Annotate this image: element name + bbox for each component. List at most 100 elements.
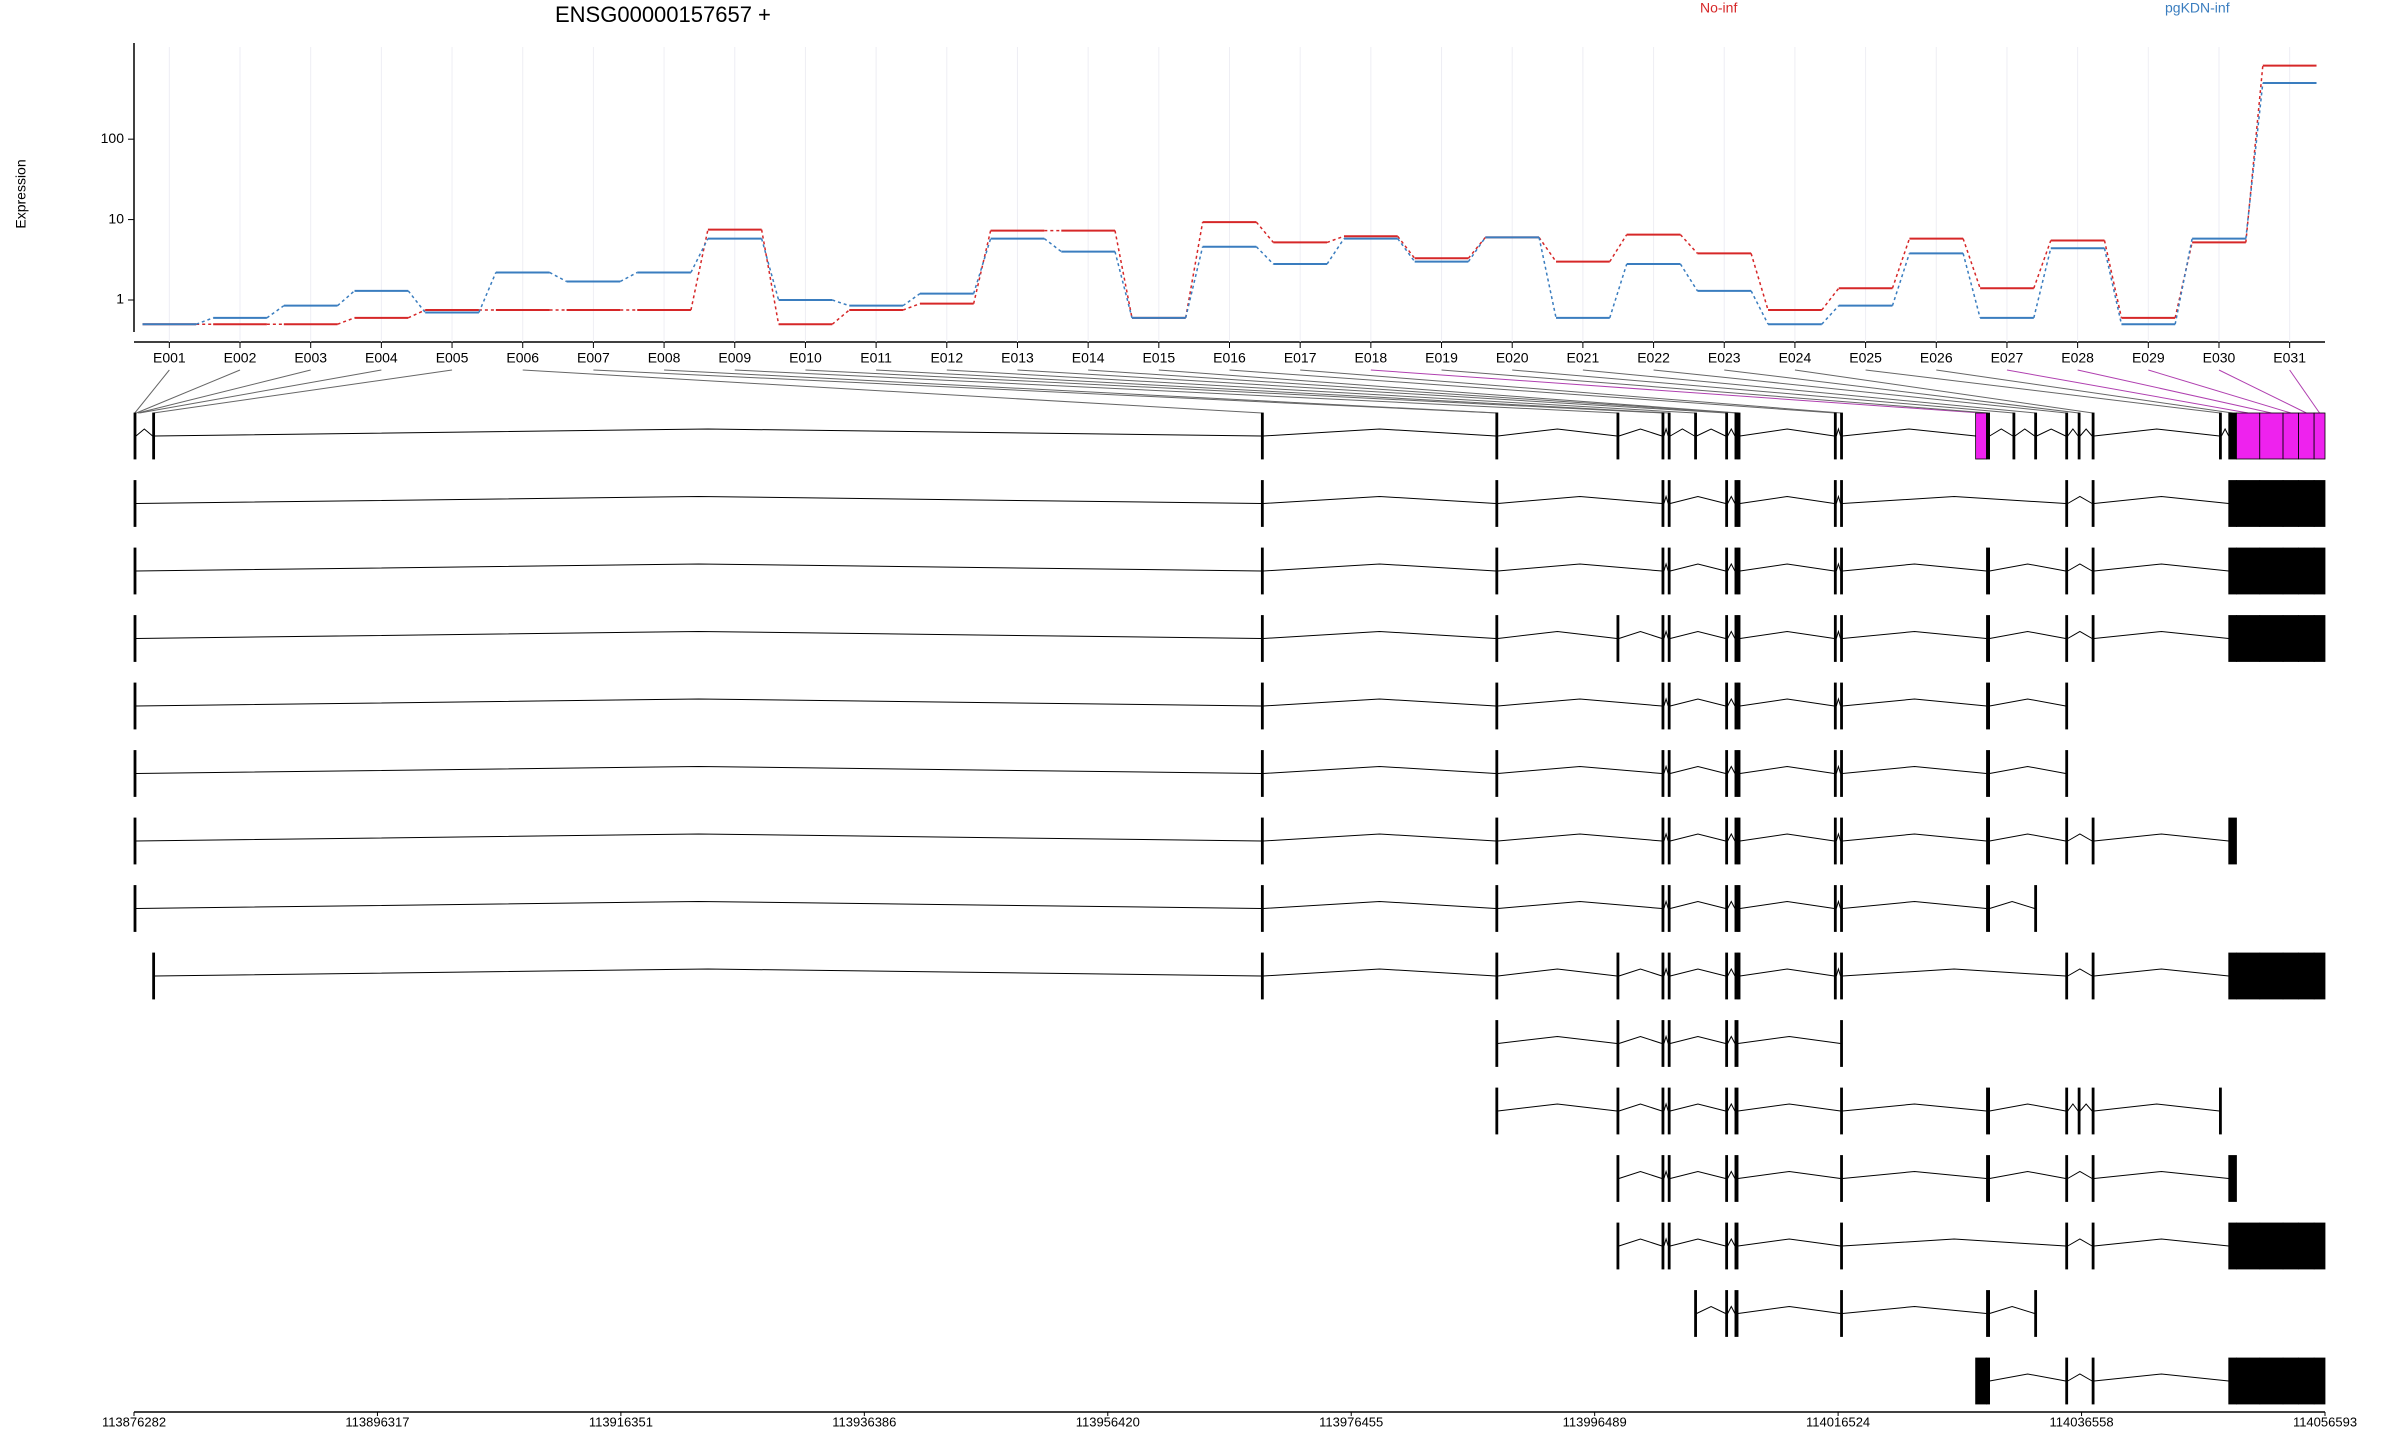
exon xyxy=(1694,412,1697,460)
exon xyxy=(1737,885,1741,932)
x-tick-label: E012 xyxy=(930,350,963,366)
exon xyxy=(1661,547,1665,595)
step-connector xyxy=(407,290,426,313)
exon xyxy=(2228,1155,2237,1202)
exon-connector xyxy=(1794,369,2093,414)
exon xyxy=(1260,412,1264,460)
exon xyxy=(1495,817,1499,865)
intron xyxy=(1670,698,1726,707)
intron xyxy=(1670,495,1726,504)
exon xyxy=(2228,1222,2237,1270)
exon xyxy=(1661,682,1665,730)
intron xyxy=(1263,765,1496,774)
intron xyxy=(1989,1373,2066,1382)
intron xyxy=(1618,1238,1663,1247)
x-tick-label: E019 xyxy=(1425,350,1458,366)
intron xyxy=(1737,1035,1841,1044)
exon xyxy=(2091,480,2095,527)
intron xyxy=(135,765,1262,774)
intron xyxy=(1618,968,1663,977)
intron xyxy=(2067,630,2093,639)
exon xyxy=(133,817,137,865)
genomic-tick-label: 113876282 xyxy=(102,1414,166,1429)
exon-connector xyxy=(153,369,453,414)
exon xyxy=(1260,817,1264,865)
intron xyxy=(1739,765,1835,774)
exon xyxy=(1661,1222,1665,1270)
genomic-tick-label: 114036558 xyxy=(2049,1414,2113,1429)
exon xyxy=(133,750,137,797)
intron xyxy=(1263,563,1496,572)
exon xyxy=(2298,1357,2315,1405)
exon xyxy=(2219,412,2222,460)
intron xyxy=(1835,697,1842,707)
step-connector xyxy=(1467,236,1486,263)
exon xyxy=(2236,480,2261,527)
step-connector xyxy=(690,238,709,273)
intron xyxy=(1989,833,2066,842)
intron xyxy=(1663,1102,1669,1112)
exon-connector xyxy=(593,369,1497,414)
exon xyxy=(2065,1357,2069,1405)
exon xyxy=(1661,1155,1665,1202)
exon xyxy=(1986,1155,1991,1202)
intron xyxy=(1663,899,1669,909)
intron xyxy=(135,495,1262,504)
exon xyxy=(1495,615,1499,662)
exon xyxy=(1986,1087,1991,1135)
intron xyxy=(2079,428,2093,437)
intron xyxy=(1989,698,2066,707)
intron xyxy=(1842,1103,1987,1112)
x-tick-label: E009 xyxy=(718,350,751,366)
x-tick-label: E028 xyxy=(2061,350,2094,366)
exon xyxy=(2091,1087,2095,1135)
intron xyxy=(2094,1373,2229,1382)
intron xyxy=(1842,428,1976,437)
x-tick-label: E005 xyxy=(436,350,469,366)
step-connector xyxy=(760,229,780,325)
x-tick-label: E022 xyxy=(1637,350,1670,366)
exon xyxy=(2259,412,2284,460)
exon xyxy=(2091,817,2095,865)
exon xyxy=(1667,1155,1671,1202)
step-connector xyxy=(1255,221,1274,243)
intron xyxy=(135,630,1262,639)
exon xyxy=(1986,615,1991,662)
exon xyxy=(1495,682,1499,730)
intron xyxy=(1696,428,1726,437)
exon xyxy=(1725,412,1729,460)
step-connector xyxy=(760,238,780,301)
intron xyxy=(1670,1103,1726,1112)
exon xyxy=(2091,615,2095,662)
exon-connector xyxy=(522,369,1263,414)
intron xyxy=(1618,1103,1663,1112)
exon xyxy=(1725,480,1729,527)
intron xyxy=(2094,1103,2220,1112)
step-connector xyxy=(478,272,497,313)
exon xyxy=(133,547,137,595)
intron xyxy=(135,833,1262,842)
intron xyxy=(1739,495,1835,504)
exon xyxy=(1840,412,1843,460)
intron xyxy=(1497,698,1662,707)
exon xyxy=(2034,885,2038,932)
intron xyxy=(1727,562,1736,572)
exon xyxy=(2259,952,2284,1000)
intron xyxy=(1842,1238,2066,1247)
exon xyxy=(2077,1087,2081,1135)
exon xyxy=(2313,615,2326,662)
intron xyxy=(2067,833,2093,842)
exon xyxy=(1986,1357,1991,1405)
intron xyxy=(2067,1170,2093,1179)
intron xyxy=(1739,833,1835,842)
x-tick-label: E018 xyxy=(1355,350,1388,366)
exon xyxy=(1737,682,1741,730)
intron xyxy=(2067,1103,2079,1112)
intron xyxy=(1670,833,1726,842)
step-connector xyxy=(1891,238,1911,289)
step-connector xyxy=(972,230,992,304)
x-tick-label: E010 xyxy=(789,350,822,366)
exon xyxy=(1737,750,1741,797)
intron xyxy=(1737,1305,1841,1314)
step-connector xyxy=(1538,236,1557,263)
